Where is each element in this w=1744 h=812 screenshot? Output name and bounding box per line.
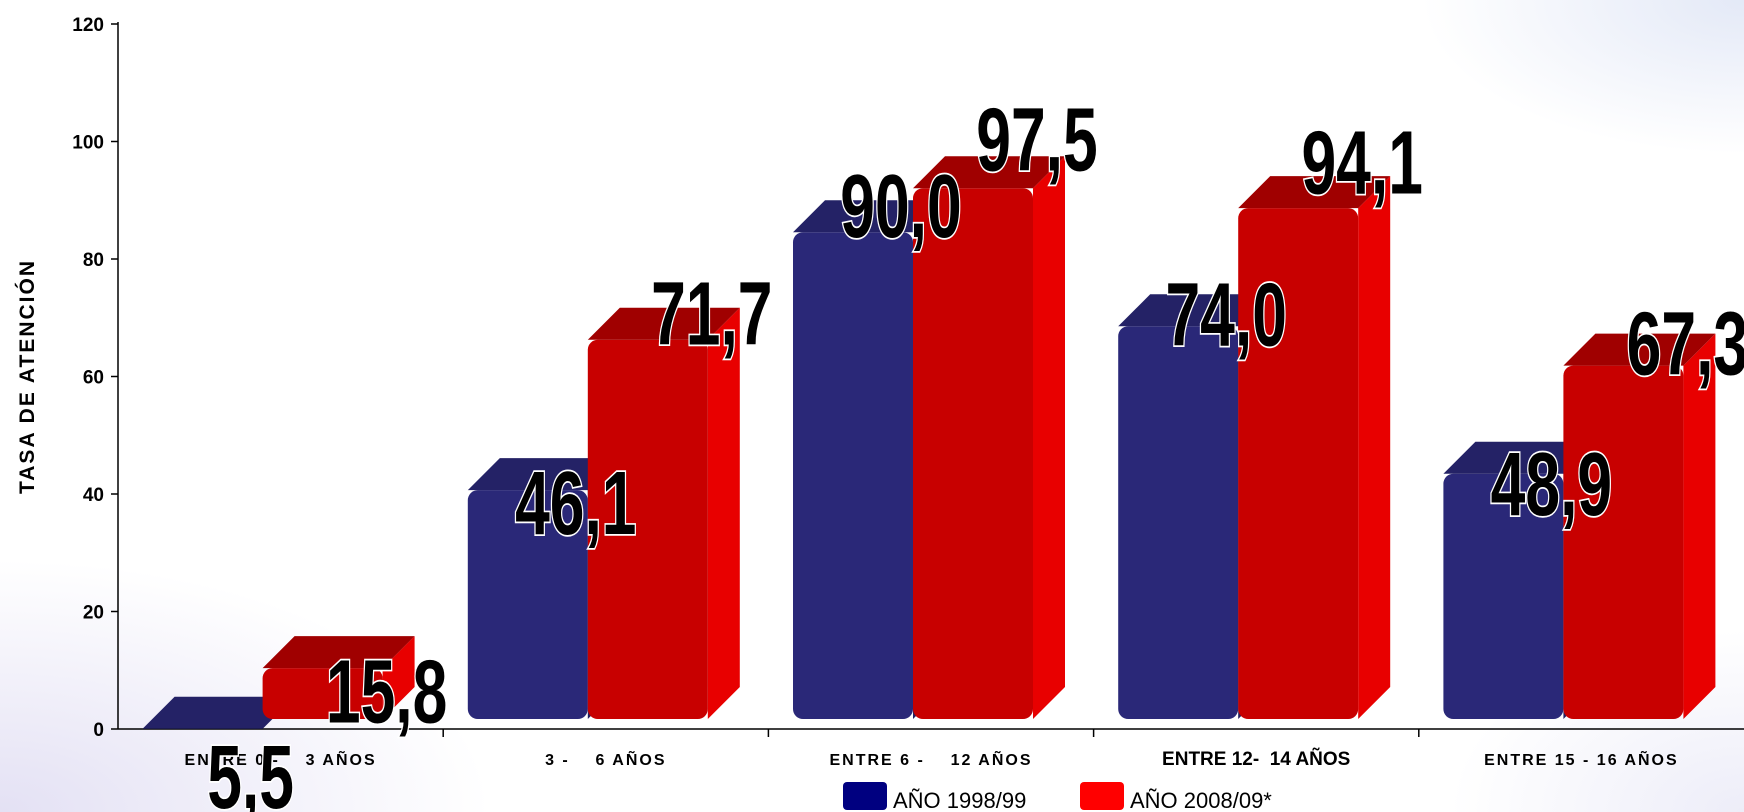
bar-side-face — [382, 636, 415, 719]
bar — [1238, 176, 1391, 720]
bar-top-face — [913, 156, 1065, 189]
bar-front-face — [1443, 473, 1564, 719]
legend-label: AÑO 1998/99 — [893, 788, 1026, 812]
bar-side-face — [1033, 156, 1065, 719]
bar-side-face — [707, 307, 740, 719]
bar-side-face — [1358, 176, 1391, 720]
bar-front-face — [262, 668, 383, 719]
legend-swatch — [843, 782, 887, 810]
data-label: 5,5 — [207, 728, 294, 812]
y-tick-label: 40 — [83, 485, 104, 506]
bar-top-face — [587, 307, 740, 340]
legend-label: AÑO 2008/09* — [1130, 788, 1272, 812]
bar-front-face — [1563, 365, 1684, 719]
bar-front-face — [1118, 326, 1239, 719]
data-label: 90,0 — [840, 157, 961, 257]
bar-front-face — [793, 232, 913, 719]
x-category-label: 3 - 6 AÑOS — [545, 749, 666, 769]
y-tick-label: 60 — [83, 368, 104, 389]
axes: 0 20 40 60 80 100 120 ENTRE 0 - 3 AÑOS 3 - 6 AÑO… — [72, 15, 1744, 770]
legend-swatch — [1080, 782, 1124, 810]
bar-front-face — [1238, 208, 1359, 719]
bar-side-face — [1683, 333, 1716, 719]
bar-front-face — [467, 490, 588, 719]
x-category-label: ENTRE 15 - 16 AÑOS — [1484, 749, 1679, 769]
y-tick-label: 0 — [93, 720, 104, 741]
y-axis-label: TASA DE ATENCIÓN — [15, 259, 39, 494]
bar — [1563, 333, 1716, 719]
bar — [913, 156, 1065, 719]
bar — [587, 307, 740, 719]
bar-top-face — [1118, 294, 1271, 327]
bar — [262, 636, 415, 719]
bar-front-face — [587, 339, 708, 719]
bar-top-face — [1443, 441, 1596, 474]
bars — [142, 156, 1716, 729]
x-category-label: ENTRE 12- 14 AÑOS — [1162, 748, 1350, 770]
y-tick-label: 120 — [72, 15, 104, 36]
bar-front-face — [913, 188, 1033, 719]
bar-top-face — [1563, 333, 1716, 366]
x-category-label: ENTRE 0 - 3 AÑOS — [185, 749, 377, 769]
bar-top-face — [142, 696, 295, 729]
data-labels: 5,5 15,8 46,171,7 90,097,5 74,094,1 48,967,3 — [206, 89, 1744, 812]
data-label: 94,1 — [1301, 113, 1422, 213]
bar-top-face — [1238, 176, 1391, 209]
y-tick-label: 80 — [83, 250, 104, 271]
data-label: 67,3 — [1627, 294, 1744, 394]
data-label: 74,0 — [1165, 265, 1286, 365]
data-label: 48,9 — [1491, 435, 1612, 535]
x-category-label: ENTRE 6 - 12 AÑOS — [830, 749, 1033, 769]
y-tick-label: 20 — [83, 603, 104, 624]
data-label: 46,1 — [515, 454, 636, 554]
bar-top-face — [467, 458, 620, 491]
bar-top-face — [793, 200, 945, 233]
y-tick-label: 100 — [72, 133, 104, 154]
bar-top-face — [262, 636, 415, 669]
data-label: 71,7 — [651, 265, 772, 365]
data-label: 15,8 — [326, 642, 447, 742]
data-label: 97,5 — [976, 90, 1097, 190]
legend: AÑO 1998/99 AÑO 2008/09* — [843, 782, 1272, 812]
